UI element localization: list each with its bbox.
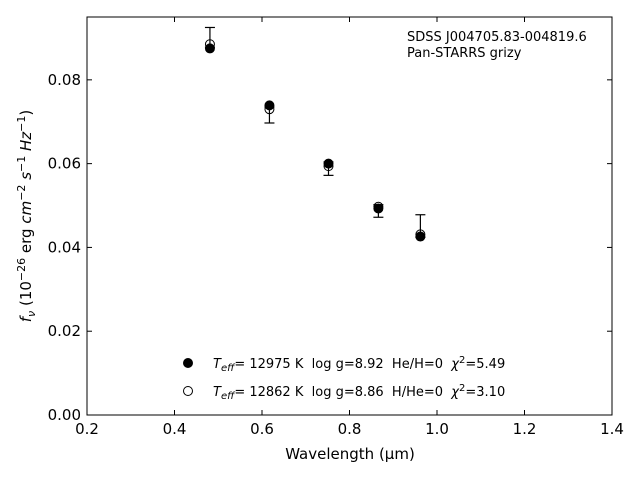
legend-entry-filled: Teff= 12975 K log g=8.92 He/H=0 χ2=5.49	[213, 355, 505, 374]
x-tick-label-2: 0.6	[250, 420, 274, 438]
series-filled-point-2	[323, 158, 334, 169]
y-label-cm: cm	[17, 201, 35, 224]
legend-open-chi: χ	[450, 385, 460, 400]
legend-filled-sq: 2	[459, 355, 465, 366]
y-label-hz: Hz	[17, 131, 35, 156]
legend-open-sq: 2	[459, 383, 465, 394]
legend-entry-open: Teff= 12862 K log g=8.86 H/He=0 χ2=3.10	[213, 383, 505, 402]
legend-filled-eff: eff	[221, 363, 236, 374]
legend-open-eff: eff	[221, 391, 236, 402]
y-tick-label-4: 0.08	[48, 71, 81, 89]
x-tick-label-5: 1.2	[513, 420, 537, 438]
y-label-expm2: −2	[15, 185, 28, 201]
series-open-point-0	[204, 39, 215, 50]
x-tick-label-4: 1.0	[425, 420, 449, 438]
annotation-line-2: Pan-STARRS grizy	[407, 46, 522, 61]
y-label-erg: erg	[17, 224, 35, 258]
y-tick-label-2: 0.04	[48, 238, 81, 256]
y-label-close: )	[17, 110, 35, 116]
legend-filled-t: T	[213, 357, 222, 372]
legend-filled-chi: χ	[450, 357, 460, 372]
x-axis-label: Wavelength (μm)	[285, 445, 415, 463]
series-filled-point-1	[264, 100, 275, 111]
legend-marker-open	[183, 386, 193, 396]
legend-open-t: T	[213, 385, 222, 400]
x-tick-label-3: 0.8	[338, 420, 362, 438]
x-axis-ticks: 0.2 0.4 0.6 0.8 1.0 1.2 1.4	[75, 17, 624, 438]
y-axis-label: fν (10−26 erg cm−2 s−1 Hz−1)	[15, 110, 38, 322]
x-tick-label-6: 1.4	[600, 420, 624, 438]
y-label-expm1a: −1	[15, 156, 28, 172]
y-axis-ticks: 0.00 0.02 0.04 0.06 0.08	[48, 71, 612, 424]
series-open-point-2	[323, 161, 334, 172]
y-tick-label-0: 0.00	[48, 406, 81, 424]
annotation-line-1: SDSS J004705.83-004819.6	[407, 30, 587, 45]
legend: Teff= 12975 K log g=8.92 He/H=0 χ2=5.49 …	[183, 355, 505, 402]
legend-open-rest: = 12862 K log g=8.86 H/He=0	[234, 385, 451, 400]
plot-marks	[204, 26, 426, 242]
legend-marker-filled	[183, 358, 193, 368]
y-label-exp26: −26	[15, 258, 28, 281]
legend-filled-chival: =5.49	[465, 357, 505, 372]
series-open-point-1	[264, 104, 275, 115]
legend-filled-rest: = 12975 K log g=8.92 He/H=0	[234, 357, 451, 372]
legend-open-chival: =3.10	[465, 385, 505, 400]
series-open-point-4	[415, 229, 426, 240]
y-label-nu: ν	[25, 311, 38, 317]
y-label-expm1b: −1	[15, 116, 28, 132]
y-tick-label-1: 0.02	[48, 322, 81, 340]
series-open-point-3	[373, 201, 384, 212]
y-label-f: f	[17, 314, 35, 322]
x-tick-label-0: 0.2	[75, 420, 99, 438]
y-tick-label-3: 0.06	[48, 155, 81, 173]
y-label-open: (10	[17, 281, 35, 311]
x-tick-label-1: 0.4	[163, 420, 187, 438]
y-label-s: s	[17, 172, 35, 185]
